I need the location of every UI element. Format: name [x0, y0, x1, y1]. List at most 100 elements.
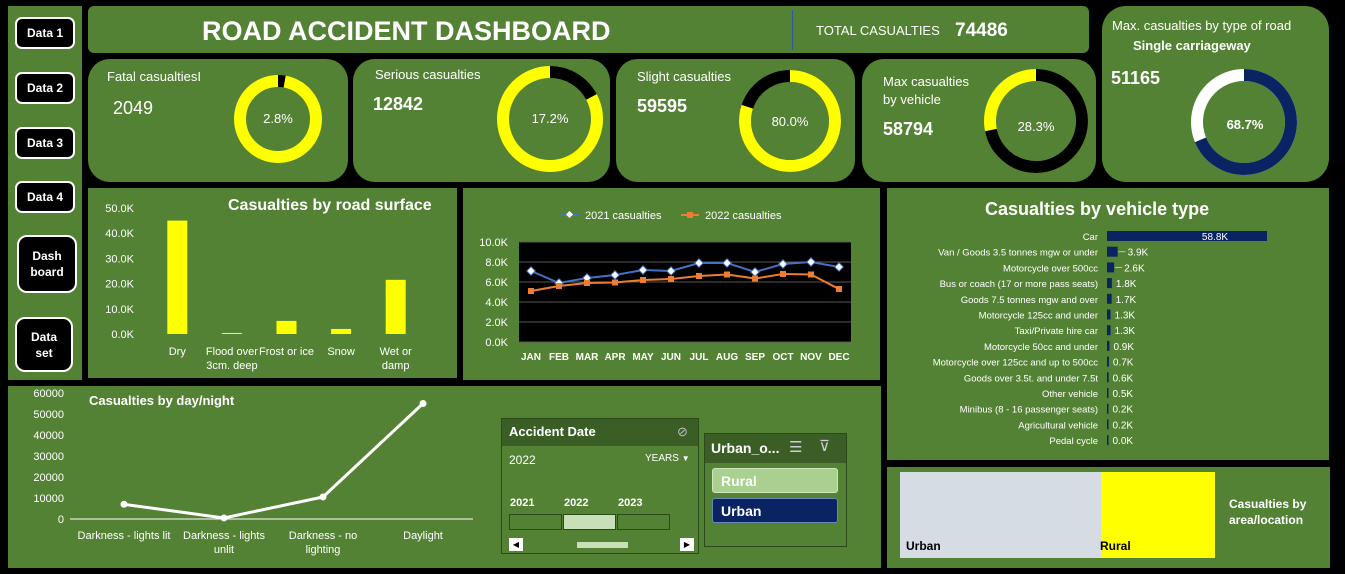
monthly-month-label: OCT [772, 352, 793, 363]
vehicle-value-label: 2.6K [1124, 263, 1145, 274]
serious-value: 12842 [373, 94, 424, 114]
vehicle-max-donut [984, 69, 1088, 173]
vehicle-category-label: Goods over 3.5t. and under 7.5t [964, 373, 1099, 384]
monthly-month-label: JUL [690, 352, 709, 363]
monthly-ytick: 2.0K [485, 317, 508, 329]
surface-ytick: 30.0K [105, 253, 134, 265]
header-panel [88, 6, 1089, 53]
nav-data-1-button[interactable]: Data 1 [15, 17, 75, 49]
monthly-month-label: JUN [661, 352, 681, 363]
page-title: ROAD ACCIDENT DASHBOARD [202, 16, 611, 46]
filter-clear-icon[interactable]: ⊽ [819, 438, 830, 455]
area-rural-bar [1101, 472, 1215, 558]
vehicle-category-label: Minibus (8 - 16 passenger seats) [960, 405, 1098, 416]
monthly-point-2021 [638, 265, 648, 275]
vehicle-value-label: 1.8K [1116, 279, 1137, 290]
serious-pct: 17.2% [531, 111, 569, 126]
road-surface-chart: 50.0K 40.0K 30.0K 20.0K 10.0K 0.0K Dry Flood ov… [105, 203, 413, 372]
vehicle-max-pct: 28.3% [1017, 119, 1055, 134]
urban-slicer-header [705, 434, 846, 463]
surface-bar [385, 279, 406, 334]
surface-ytick: 10.0K [105, 304, 134, 316]
nav-data-2-button[interactable]: Data 2 [15, 72, 75, 104]
total-casualties-value: 74486 [955, 20, 1008, 41]
clear-filter-icon[interactable]: ⊘ [677, 424, 688, 439]
monthly-month-label: MAY [632, 352, 654, 363]
monthly-plot-area [519, 242, 851, 342]
day-night-chart: 60000 50000 40000 30000 20000 10000 0 Darkness … [33, 388, 473, 556]
surface-ytick: 50.0K [105, 203, 134, 215]
serious-donut-slice [497, 66, 603, 172]
year-2022-bar[interactable] [563, 514, 616, 530]
monthly-point-2022 [724, 271, 730, 278]
vehicle-value-label: 1.7K [1116, 295, 1137, 306]
slight-pct: 80.0% [771, 114, 809, 129]
road-type-donut-slice [1191, 69, 1297, 175]
monthly-point-2022 [640, 277, 646, 283]
serious-label: Serious casualties [375, 67, 481, 82]
fatal-label: Fatal casualtiesI [107, 69, 201, 84]
day-night-category-label: Daylight [403, 530, 443, 542]
area-rural-label: Rural [1100, 539, 1131, 553]
road-surface-title: Casualties by road surface [228, 197, 432, 214]
vehicle-value-label: 0.2K [1113, 405, 1134, 416]
fatal-card [88, 59, 348, 182]
vehicle-category-label: Goods 7.5 tonnes mgw and over [961, 295, 1098, 306]
vehicle-category-label: Motorcycle over 500cc [1003, 263, 1098, 274]
vehicle-value-label: 0.0K [1113, 436, 1134, 447]
vehicle-category-label: Motorcycle 125cc and under [979, 311, 1098, 322]
vehicle-bar [1107, 293, 1112, 304]
scroll-thumb[interactable] [577, 542, 628, 548]
year-2022-label: 2022 [564, 497, 589, 509]
monthly-point-2022 [556, 283, 562, 289]
nav-dataset-button[interactable]: Data set [15, 317, 73, 372]
period-dropdown[interactable]: YEARS ▼ [645, 453, 690, 464]
legend-marker [687, 212, 693, 218]
monthly-month-label: SEP [745, 352, 765, 363]
accident-date-title: Accident Date [509, 424, 596, 439]
monthly-point-2022 [668, 276, 674, 282]
vehicle-bar [1107, 309, 1111, 320]
monthly-point-2022 [836, 286, 842, 292]
monthly-point-2022 [752, 275, 758, 282]
vehicle-category-label: Motorcycle over 125cc and up to 500cc [933, 358, 1099, 369]
road-type-donut [1191, 69, 1297, 175]
nav-data-3-button[interactable]: Data 3 [15, 127, 75, 159]
vehicle-category-label: Pedal cycle [1049, 436, 1098, 447]
scroll-right-button[interactable]: ▶ [680, 538, 694, 551]
urban-option[interactable]: Urban [712, 498, 838, 523]
multi-select-icon[interactable]: ☰ [789, 439, 803, 456]
surface-category-label: Wet or damp [380, 346, 413, 372]
surface-bar [331, 328, 352, 334]
urban-slicer-title: Urban_o... [711, 440, 780, 456]
monthly-month-label: APR [604, 352, 626, 363]
vehicle-max-label: Max casualties by vehicle [883, 74, 969, 107]
day-night-ytick: 0 [58, 514, 64, 526]
year-2023-bar[interactable] [617, 514, 670, 530]
day-night-ytick: 60000 [33, 388, 64, 400]
day-night-ytick: 10000 [33, 493, 64, 505]
monthly-chart: 10.0K 8.0K 6.0K 4.0K 2.0K 0.0K JAN FEB MAR APR MAY… [479, 210, 851, 363]
nav-dashboard-button[interactable]: Dash board [17, 235, 77, 293]
monthly-point-2021 [778, 259, 788, 269]
slight-label: Slight casualties [637, 69, 731, 84]
vehicle-max-value: 58794 [883, 119, 934, 139]
monthly-point-2022 [584, 280, 590, 286]
monthly-point-2021 [526, 266, 536, 276]
day-night-ytick: 30000 [33, 451, 64, 463]
legend-marker [565, 210, 574, 219]
period-label: YEARS [645, 453, 679, 464]
scroll-left-button[interactable]: ◀ [509, 538, 523, 551]
year-2021-bar[interactable] [509, 514, 562, 530]
day-night-ytick: 40000 [33, 430, 64, 442]
monthly-legend-label: 2022 casualties [705, 210, 782, 222]
day-night-point [419, 400, 427, 407]
monthly-month-label: JAN [521, 352, 541, 363]
monthly-month-label: AUG [716, 352, 738, 363]
vehicle-bar [1107, 356, 1109, 367]
vehicle-category-label: Motorcycle 50cc and under [984, 342, 1098, 353]
accident-date-header [502, 419, 698, 446]
rural-option[interactable]: Rural [712, 468, 838, 493]
vehicle-bar [1107, 262, 1115, 273]
nav-data-4-button[interactable]: Data 4 [15, 181, 75, 213]
